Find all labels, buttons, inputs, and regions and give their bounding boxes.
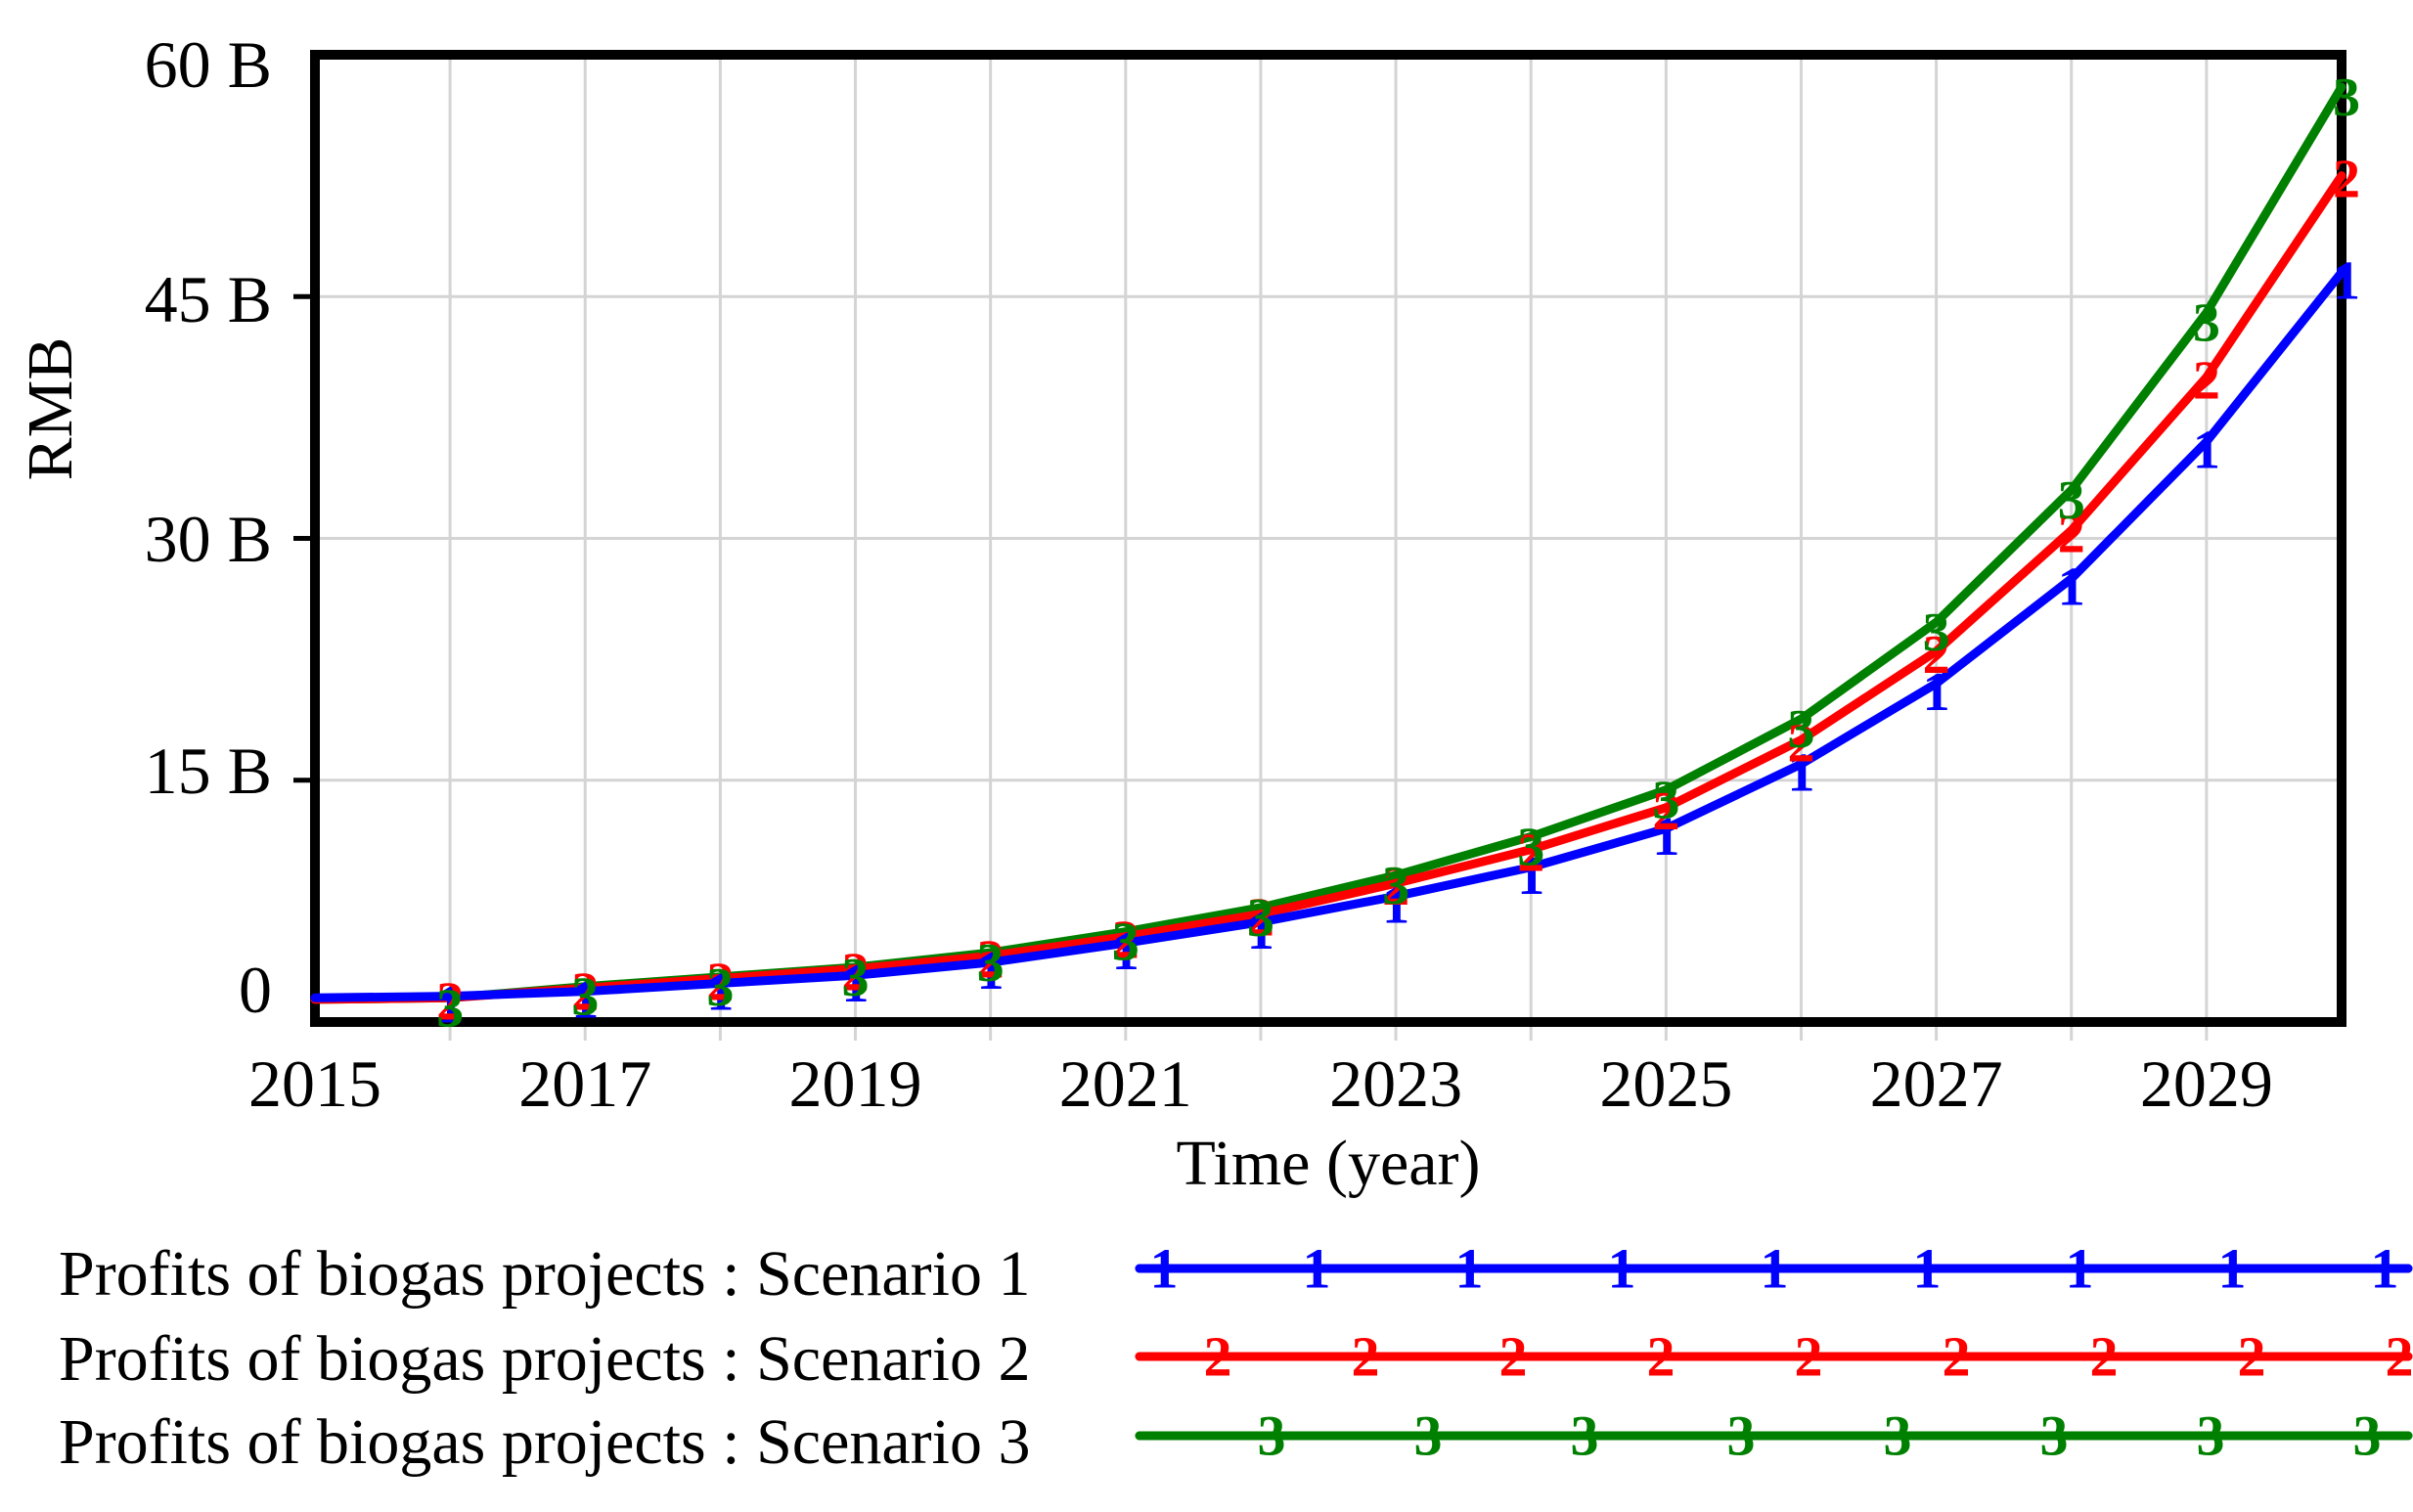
legend-label-scenario-2: Profits of biogas projects : Scenario 2 <box>59 1323 1031 1395</box>
series-marker-digit-1: 1 <box>2333 251 2360 312</box>
series-marker-digit-2: 2 <box>1787 714 1814 775</box>
series-marker-digit-3: 3 <box>2193 293 2220 354</box>
y-tick-label: 45 B <box>144 262 272 336</box>
x-tick-label: 2021 <box>1058 1046 1192 1121</box>
series-marker-digit-3: 3 <box>2058 470 2085 531</box>
series-line-scenario-2 <box>310 171 2346 1004</box>
series-marker-digit-1: 1 <box>1517 846 1544 907</box>
series-marker-digit-3: 3 <box>1517 817 1544 877</box>
series-marker-digit-1: 1 <box>2193 421 2220 481</box>
y-tick-label: 0 <box>239 953 272 1027</box>
series-marker-digit-1: 1 <box>1923 662 1950 723</box>
series-marker-digit-3: 3 <box>1923 602 1950 663</box>
series-marker-digit-1: 1 <box>1247 901 1274 961</box>
series-marker-digit-1: 1 <box>842 954 870 1014</box>
series-marker-digit-3: 3 <box>1382 856 1409 916</box>
series-line-scenario-1 <box>310 268 2346 1002</box>
legend-label-scenario-1: Profits of biogas projects : Scenario 1 <box>59 1238 1031 1310</box>
series-marker-digit-2: 2 <box>706 952 734 1012</box>
series-marker-digit-1: 1 <box>1787 742 1814 803</box>
series-marker-digit-2: 2 <box>977 929 1005 990</box>
x-tick-label: 2017 <box>518 1046 652 1121</box>
series-marker-digit-1: 1 <box>571 970 599 1031</box>
series-marker-digit-3: 3 <box>571 967 599 1028</box>
series-marker-digit-2: 2 <box>571 961 599 1022</box>
series-marker-digit-2: 2 <box>1247 888 1274 949</box>
series-marker-digit-2: 2 <box>2058 504 2085 564</box>
series-marker-digit-2: 2 <box>1517 823 1544 884</box>
y-tick-label: 15 B <box>144 734 272 808</box>
series-marker-digit-2: 2 <box>436 971 464 1032</box>
series-marker-digit-1: 1 <box>1382 874 1409 935</box>
series-marker-digit-1: 1 <box>1652 807 1679 867</box>
x-axis-title: Time (year) <box>1176 1128 1481 1199</box>
series-marker-digit-3: 3 <box>977 933 1005 994</box>
series-marker-digit-2: 2 <box>1652 781 1679 842</box>
series-marker-digit-3: 3 <box>842 948 870 1008</box>
series-marker-digit-1: 1 <box>1112 921 1139 982</box>
series-marker-digit-2: 2 <box>1923 625 1950 686</box>
series-marker-digit-2: 2 <box>1112 911 1139 971</box>
x-tick-label: 2025 <box>1599 1046 1733 1121</box>
series-marker-digit-1: 1 <box>977 941 1005 1001</box>
plot-border <box>310 50 2346 1027</box>
series-marker-digit-2: 2 <box>2333 150 2360 210</box>
x-tick-label: 2029 <box>2139 1046 2273 1121</box>
x-tick-label: 2023 <box>1329 1046 1463 1121</box>
series-marker-digit-2: 2 <box>2193 351 2220 412</box>
y-tick-label: 30 B <box>144 502 272 576</box>
legend-label-scenario-3: Profits of biogas projects : Scenario 3 <box>59 1406 1031 1478</box>
series-marker-digit-3: 3 <box>1787 699 1814 760</box>
series-marker-digit-1: 1 <box>2058 557 2085 618</box>
series-marker-digit-3: 3 <box>1247 888 1274 949</box>
y-tick-label: 60 B <box>144 27 272 102</box>
series-marker-digit-1: 1 <box>706 961 734 1022</box>
series-marker-digit-3: 3 <box>1112 912 1139 973</box>
series-marker-digit-2: 2 <box>842 943 870 1003</box>
series-marker-digit-3: 3 <box>436 978 464 1039</box>
series-marker-digit-3: 3 <box>2333 67 2360 128</box>
series-marker-digit-1: 1 <box>436 975 464 1036</box>
series-marker-digit-2: 2 <box>1382 857 1409 917</box>
series-marker-digit-3: 3 <box>1652 771 1679 831</box>
series-line-scenario-3 <box>310 82 2346 1004</box>
x-tick-label: 2019 <box>788 1046 922 1121</box>
series-marker-digit-3: 3 <box>706 957 734 1018</box>
x-tick-label: 2027 <box>1869 1046 2003 1121</box>
x-tick-label: 2015 <box>248 1046 381 1121</box>
